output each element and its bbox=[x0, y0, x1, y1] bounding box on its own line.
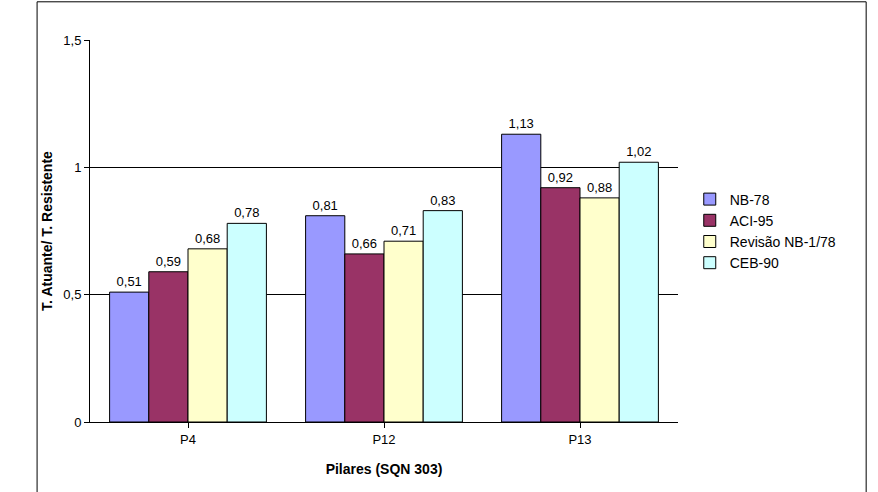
svg-text:0,92: 0,92 bbox=[548, 170, 573, 185]
svg-text:0,78: 0,78 bbox=[234, 205, 259, 220]
svg-text:1,13: 1,13 bbox=[509, 116, 534, 131]
svg-text:T. Atuante/ T. Resistente: T. Atuante/ T. Resistente bbox=[39, 151, 55, 311]
svg-text:P4: P4 bbox=[180, 432, 196, 447]
svg-text:0,51: 0,51 bbox=[117, 274, 142, 289]
svg-text:1: 1 bbox=[74, 160, 81, 175]
svg-text:0,5: 0,5 bbox=[63, 287, 81, 302]
svg-text:0,83: 0,83 bbox=[430, 193, 455, 208]
svg-text:1,02: 1,02 bbox=[626, 144, 651, 159]
svg-text:0,59: 0,59 bbox=[156, 254, 181, 269]
svg-text:0,71: 0,71 bbox=[391, 223, 416, 238]
svg-text:CEB-90: CEB-90 bbox=[730, 255, 779, 271]
svg-text:0,81: 0,81 bbox=[313, 198, 338, 213]
svg-text:Revisão NB-1/78: Revisão NB-1/78 bbox=[730, 234, 836, 250]
svg-text:ACI-95: ACI-95 bbox=[730, 213, 774, 229]
svg-text:1,5: 1,5 bbox=[63, 33, 81, 48]
svg-text:P12: P12 bbox=[372, 432, 395, 447]
svg-text:0,68: 0,68 bbox=[195, 231, 220, 246]
svg-text:0: 0 bbox=[74, 415, 81, 430]
svg-text:0,88: 0,88 bbox=[587, 180, 612, 195]
svg-text:NB-78: NB-78 bbox=[730, 192, 770, 208]
svg-text:P13: P13 bbox=[568, 432, 591, 447]
svg-text:0,66: 0,66 bbox=[352, 236, 377, 251]
svg-text:Pilares (SQN 303): Pilares (SQN 303) bbox=[326, 461, 443, 477]
